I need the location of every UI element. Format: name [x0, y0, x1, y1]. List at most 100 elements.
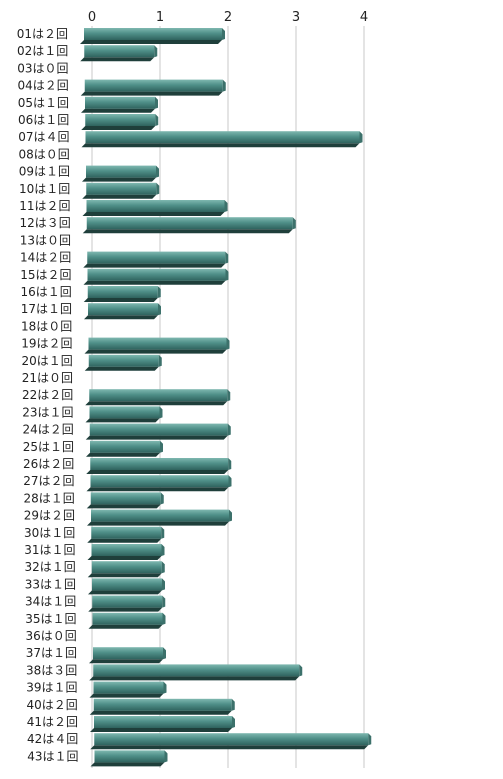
bar [90, 733, 372, 750]
bar-end-cap [225, 268, 229, 281]
category-label: 28は１回 [23, 491, 74, 505]
category-label: 34は１回 [25, 595, 76, 609]
category-label: 17は１回 [21, 302, 72, 316]
category-label: 21は０回 [22, 371, 73, 385]
bar [84, 303, 161, 320]
bar-bottom-face [82, 229, 293, 234]
x-tick-label: 3 [292, 10, 300, 25]
bar-front-face [87, 286, 158, 298]
bar-end-cap [154, 45, 158, 58]
category-label: 13は０回 [20, 233, 71, 247]
bar-bottom-face [81, 126, 156, 130]
bar-front-face [89, 423, 228, 436]
bar-bottom-face [83, 280, 226, 285]
bar-front-face [93, 681, 164, 694]
bar-front-face [93, 698, 232, 711]
bar-bottom-face [87, 538, 162, 543]
bar [89, 647, 166, 664]
bar-end-cap [159, 406, 163, 419]
bar-bottom-face [82, 194, 157, 199]
category-label: 33は１回 [25, 577, 76, 591]
bar-end-cap [158, 303, 161, 316]
category-label: 23は１回 [22, 405, 73, 419]
bar-front-face [92, 595, 163, 608]
category-label: 06は１回 [18, 113, 69, 127]
bar-end-cap [359, 131, 363, 144]
bar-end-cap [368, 733, 372, 746]
category-label: 12は３回 [19, 216, 70, 230]
bar-front-face [91, 561, 162, 574]
bar-front-face [91, 544, 162, 556]
bar-end-cap [155, 114, 159, 126]
bar-bottom-face [90, 745, 369, 750]
bar [85, 389, 231, 406]
category-label: 05は１回 [18, 96, 69, 110]
bar-front-face [87, 268, 226, 281]
bar [87, 544, 165, 560]
bar-bottom-face [86, 470, 229, 474]
bar-bottom-face [81, 143, 360, 148]
bar-end-cap [292, 217, 296, 230]
x-tick-label: 0 [88, 10, 96, 25]
bar-front-face [85, 114, 156, 126]
bar [82, 200, 228, 216]
category-label: 43は１回 [27, 749, 78, 763]
bar-end-cap [155, 96, 158, 109]
bar-end-cap [161, 526, 165, 539]
bar [85, 406, 163, 423]
category-label: 37は１回 [26, 646, 77, 660]
category-label: 03は０回 [17, 61, 68, 75]
bar-bottom-face [84, 349, 227, 354]
bar [80, 28, 225, 44]
bar-bottom-face [80, 57, 155, 62]
category-label: 14は２回 [20, 251, 71, 265]
bar-front-face [88, 337, 227, 350]
bar-end-cap [164, 750, 168, 763]
bar-bottom-face [82, 212, 225, 216]
bar [87, 561, 165, 578]
x-axis-ticks: 0 1 2 3 4 [88, 10, 368, 25]
bar-bottom-face [84, 366, 159, 371]
bar-end-cap [222, 79, 226, 92]
category-label: 19は２回 [21, 337, 72, 351]
bar [87, 526, 165, 543]
bar [90, 750, 168, 767]
bar-front-face [91, 509, 229, 522]
bar-end-cap [161, 544, 165, 556]
bar [88, 578, 165, 595]
bar-end-cap [157, 286, 161, 298]
bar-front-face [88, 354, 159, 367]
bar-end-cap [231, 698, 235, 711]
x-tick-label: 1 [156, 10, 164, 25]
category-label: 02は１回 [17, 44, 68, 58]
bar-front-face [93, 647, 163, 660]
category-label: 29は２回 [24, 509, 75, 523]
bar-end-cap [229, 509, 232, 522]
bar-end-cap [299, 664, 303, 677]
bar [86, 492, 164, 509]
category-label: 08は０回 [18, 147, 69, 161]
category-label: 36は０回 [25, 629, 76, 643]
bar-end-cap [226, 337, 230, 350]
bar-end-cap [158, 354, 162, 367]
bar-front-face [85, 131, 360, 144]
bar-front-face [90, 492, 161, 505]
bar-end-cap [160, 440, 163, 453]
bar-front-face [86, 182, 157, 195]
category-label: 11は２回 [19, 199, 70, 213]
bar-end-cap [162, 578, 165, 591]
category-label: 18は０回 [21, 319, 72, 333]
bar [83, 251, 229, 268]
bar-end-cap [228, 475, 232, 488]
bar-front-face [84, 79, 223, 92]
bar-bottom-face [82, 177, 156, 182]
bar-front-face [86, 200, 225, 212]
bar-bottom-face [90, 728, 232, 732]
bar-front-face [89, 389, 228, 402]
bar-bottom-face [87, 521, 229, 526]
bar-front-face [92, 612, 163, 625]
bar-bottom-face [84, 315, 158, 320]
category-label: 10は１回 [19, 182, 70, 196]
category-label: 09は１回 [19, 165, 70, 179]
bar-front-face [92, 578, 162, 591]
